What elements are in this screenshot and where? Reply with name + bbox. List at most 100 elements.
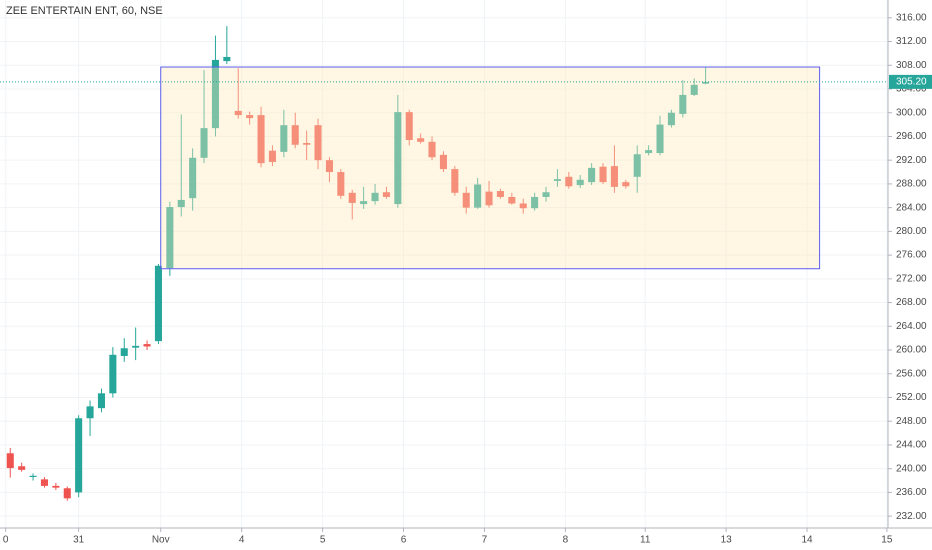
y-tick-label: 280.00 (896, 226, 927, 237)
candle-body (428, 141, 436, 158)
candle-body (234, 110, 242, 116)
candle-body (291, 125, 299, 145)
candle-body (109, 354, 117, 394)
last-price-tag (889, 74, 932, 89)
candle-body (337, 172, 345, 196)
candle-body (531, 196, 539, 209)
y-tick-label: 244.00 (896, 440, 927, 451)
candle-body (679, 94, 687, 114)
candle-body (519, 203, 527, 209)
x-tick-label: 11 (640, 535, 651, 546)
x-tick-label: 5 (320, 535, 326, 546)
x-tick-label: 4 (239, 535, 245, 546)
candle-body (439, 154, 447, 170)
candle-body (154, 265, 162, 342)
candle-body (417, 138, 425, 142)
y-tick-label: 288.00 (896, 179, 927, 190)
y-tick-label: 232.00 (896, 511, 927, 522)
candle-body (656, 124, 664, 154)
y-tick-label: 312.00 (896, 36, 927, 47)
candle-body (348, 192, 356, 203)
candle-body (18, 466, 26, 470)
candle-body (405, 112, 413, 141)
candle-body (690, 84, 698, 95)
x-tick-label: Nov (152, 535, 170, 546)
candle-body (622, 182, 630, 187)
y-tick-label: 256.00 (896, 368, 927, 379)
candle-body (645, 150, 653, 154)
candle-body (702, 81, 710, 84)
y-tick-label: 240.00 (896, 463, 927, 474)
candle-body (246, 115, 254, 119)
candle-body (474, 184, 482, 208)
candle-body (177, 199, 185, 208)
candle-body (75, 418, 83, 493)
candle-body (314, 125, 322, 161)
candle-body (97, 393, 105, 409)
candle-body (52, 485, 60, 488)
axes: 232.00 236.00 240.00 244.00 248.00 252.00 256.… (3, 12, 932, 546)
y-tick-label: 276.00 (896, 250, 927, 261)
y-tick-label: 272.00 (896, 273, 927, 284)
candle-body (268, 150, 276, 162)
candle-body (223, 56, 231, 62)
candle-body (588, 167, 596, 183)
y-tick-label: 260.00 (896, 345, 927, 356)
candle-body (633, 154, 641, 177)
y-tick-label: 268.00 (896, 297, 927, 308)
candle-body (6, 453, 14, 469)
candle-body (485, 191, 493, 206)
x-tick-label: 7 (482, 535, 488, 546)
candle-body (610, 166, 618, 187)
candle-body (667, 112, 675, 126)
y-tick-label: 304.00 (896, 84, 927, 95)
x-tick-label: 14 (802, 535, 814, 546)
chart-title: ZEE ENTERTAIN ENT, 60, NSE (6, 5, 163, 17)
y-tick-label: 252.00 (896, 392, 927, 403)
x-tick-label: 15 (881, 535, 893, 546)
candle-body (599, 166, 607, 183)
candle-body (120, 348, 128, 356)
y-tick-label: 264.00 (896, 321, 927, 332)
candle-body (143, 344, 151, 347)
x-tick-label: 0 (3, 535, 9, 546)
last-price-label: 305.20 (896, 77, 927, 88)
candle-body (132, 345, 140, 348)
y-tick-label: 236.00 (896, 487, 927, 498)
candle-body (542, 192, 550, 197)
candle-body (211, 59, 219, 129)
candle-body (451, 169, 459, 193)
x-tick-label: 8 (563, 535, 569, 546)
x-tick-label: 13 (721, 535, 733, 546)
candle-body (40, 479, 48, 486)
grid (0, 0, 888, 528)
candle-body (29, 475, 37, 477)
candle-body (166, 207, 174, 269)
range-box (160, 66, 821, 270)
candle-body (325, 160, 333, 173)
candle-body (508, 196, 516, 204)
candle-body (394, 112, 402, 205)
y-tick-label: 292.00 (896, 155, 927, 166)
y-tick-label: 316.00 (896, 12, 927, 23)
candle-body (553, 179, 561, 181)
candle-body (63, 488, 71, 499)
candle-body (565, 176, 573, 187)
candle-body (280, 125, 288, 152)
overlay (0, 66, 888, 270)
y-tick-label: 300.00 (896, 107, 927, 118)
candle-body (303, 142, 311, 145)
candle-body (371, 192, 379, 202)
candle-body (576, 179, 584, 186)
x-tick-label: 6 (401, 535, 407, 546)
candle-body (86, 406, 94, 419)
y-tick-label: 308.00 (896, 60, 927, 71)
candle-body (496, 191, 504, 197)
candle-body (200, 128, 208, 158)
y-tick-label: 248.00 (896, 416, 927, 427)
y-tick-label: 296.00 (896, 131, 927, 142)
candle-body (257, 115, 265, 164)
candle-body (462, 192, 470, 208)
candle-body (382, 192, 390, 197)
